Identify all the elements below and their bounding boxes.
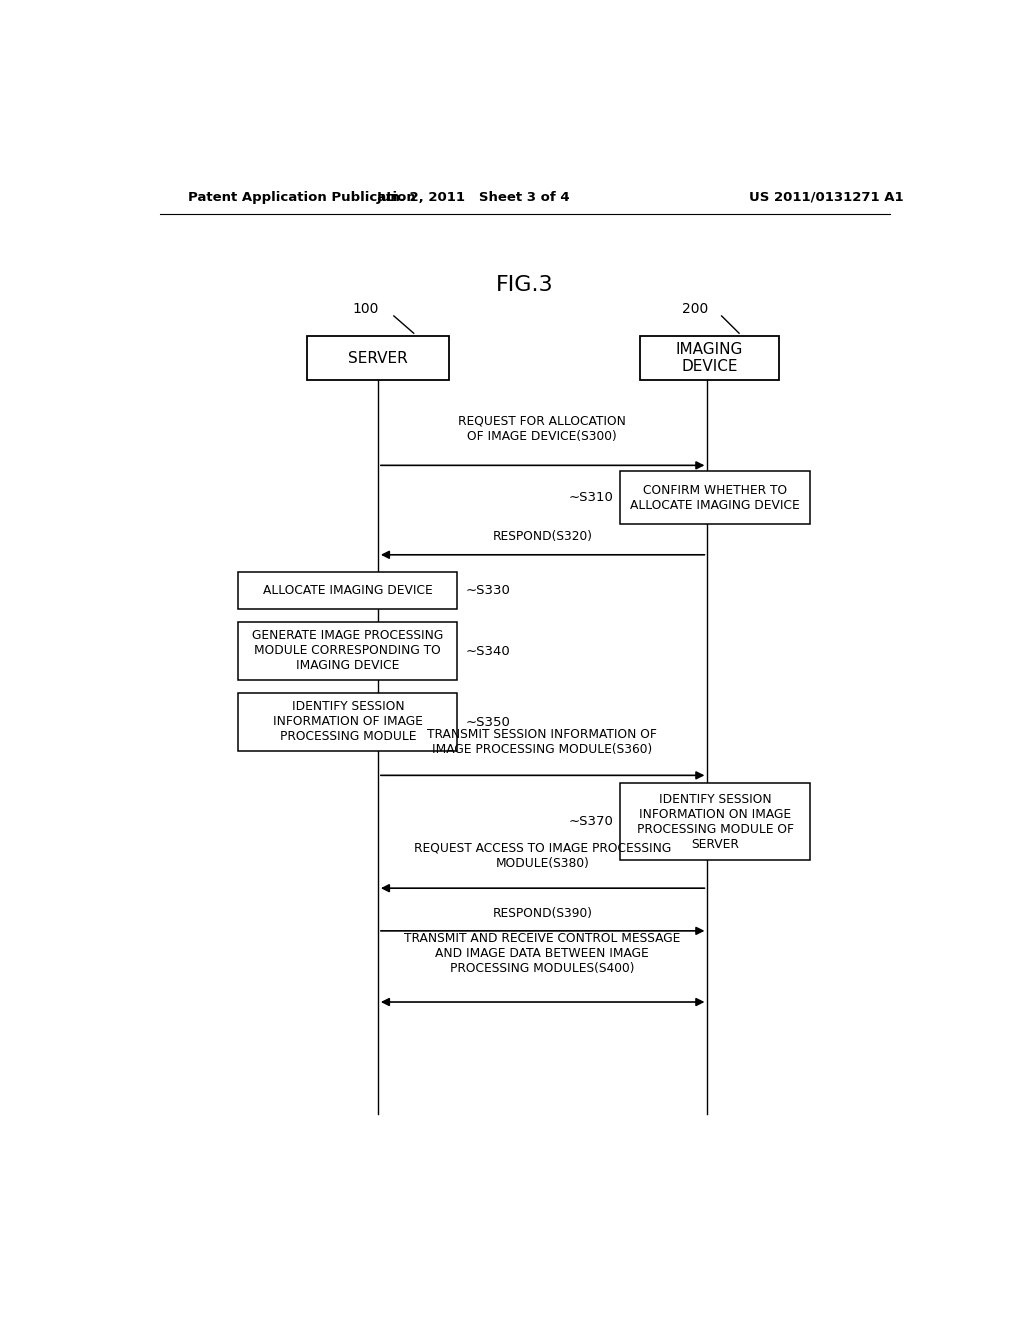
Text: ∼S310: ∼S310: [568, 491, 613, 504]
Text: US 2011/0131271 A1: US 2011/0131271 A1: [749, 190, 904, 203]
Text: RESPOND(S390): RESPOND(S390): [493, 907, 592, 920]
Text: ∼S350: ∼S350: [465, 715, 510, 729]
Text: SERVER: SERVER: [348, 351, 408, 366]
Text: Jun. 2, 2011   Sheet 3 of 4: Jun. 2, 2011 Sheet 3 of 4: [377, 190, 570, 203]
Text: TRANSMIT AND RECEIVE CONTROL MESSAGE
AND IMAGE DATA BETWEEN IMAGE
PROCESSING MOD: TRANSMIT AND RECEIVE CONTROL MESSAGE AND…: [404, 932, 680, 974]
Text: REQUEST ACCESS TO IMAGE PROCESSING
MODULE(S380): REQUEST ACCESS TO IMAGE PROCESSING MODUL…: [414, 842, 671, 870]
Text: TRANSMIT SESSION INFORMATION OF
IMAGE PROCESSING MODULE(S360): TRANSMIT SESSION INFORMATION OF IMAGE PR…: [427, 729, 657, 756]
Text: 200: 200: [682, 302, 709, 315]
Bar: [238, 622, 458, 680]
Text: RESPOND(S320): RESPOND(S320): [493, 529, 592, 543]
Text: REQUEST FOR ALLOCATION
OF IMAGE DEVICE(S300): REQUEST FOR ALLOCATION OF IMAGE DEVICE(S…: [459, 414, 627, 444]
Text: ∼S330: ∼S330: [465, 583, 510, 597]
Text: 100: 100: [353, 302, 379, 315]
Bar: [306, 337, 450, 380]
Bar: [640, 337, 778, 380]
Text: IMAGING
DEVICE: IMAGING DEVICE: [676, 342, 743, 375]
Bar: [238, 693, 458, 751]
Text: Patent Application Publication: Patent Application Publication: [187, 190, 416, 203]
Text: GENERATE IMAGE PROCESSING
MODULE CORRESPONDING TO
IMAGING DEVICE: GENERATE IMAGE PROCESSING MODULE CORRESP…: [252, 630, 443, 672]
Bar: [620, 784, 810, 859]
Text: IDENTIFY SESSION
INFORMATION ON IMAGE
PROCESSING MODULE OF
SERVER: IDENTIFY SESSION INFORMATION ON IMAGE PR…: [637, 792, 794, 850]
Bar: [238, 572, 458, 609]
Bar: [620, 471, 810, 524]
Text: CONFIRM WHETHER TO
ALLOCATE IMAGING DEVICE: CONFIRM WHETHER TO ALLOCATE IMAGING DEVI…: [631, 484, 800, 512]
Text: FIG.3: FIG.3: [496, 276, 554, 296]
Text: ALLOCATE IMAGING DEVICE: ALLOCATE IMAGING DEVICE: [263, 583, 433, 597]
Text: ∼S370: ∼S370: [568, 814, 613, 828]
Text: ∼S340: ∼S340: [465, 645, 510, 657]
Text: IDENTIFY SESSION
INFORMATION OF IMAGE
PROCESSING MODULE: IDENTIFY SESSION INFORMATION OF IMAGE PR…: [272, 701, 423, 743]
